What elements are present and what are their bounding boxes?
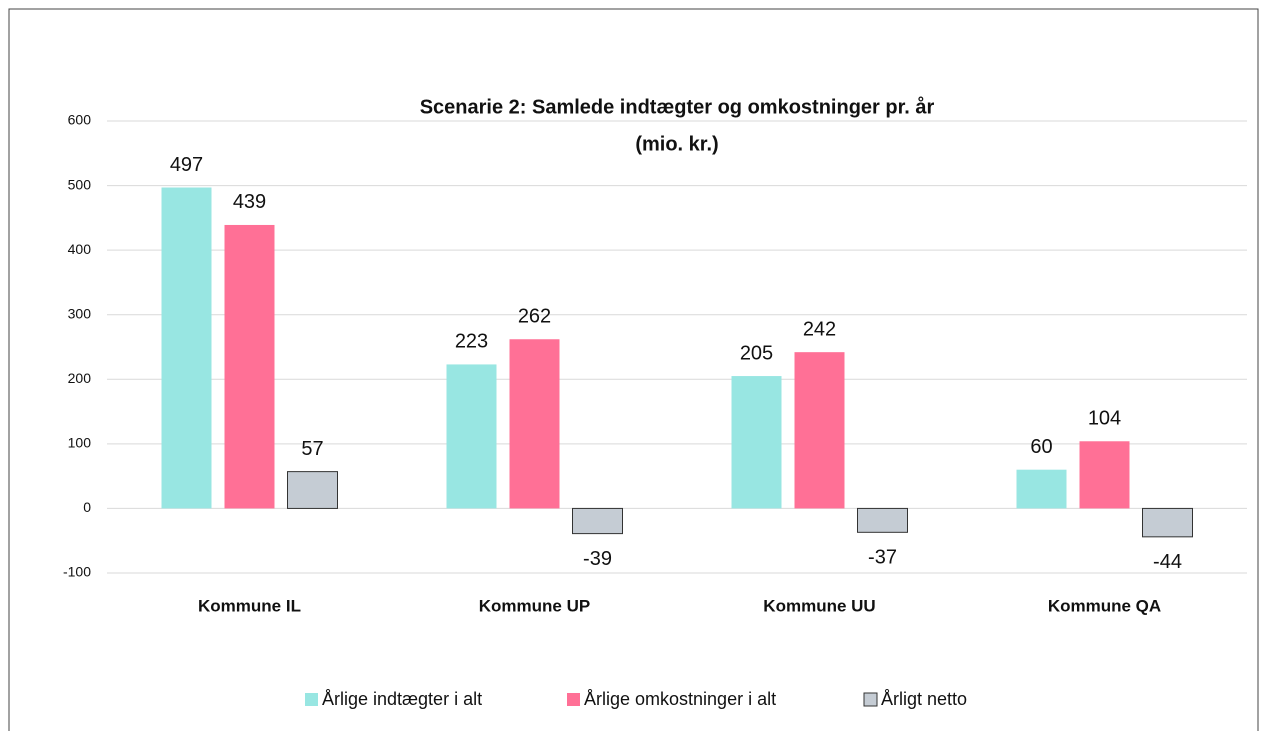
data-label: 262 bbox=[518, 306, 551, 328]
bar bbox=[1079, 441, 1130, 509]
y-tick-label: 300 bbox=[68, 305, 92, 321]
data-label: 439 bbox=[233, 191, 266, 213]
y-tick-label: 500 bbox=[68, 176, 92, 192]
bar bbox=[446, 364, 497, 509]
legend-label: Årligt netto bbox=[881, 689, 967, 709]
y-tick-label: 200 bbox=[68, 370, 92, 386]
y-tick-label: 100 bbox=[68, 435, 92, 451]
bar bbox=[857, 507, 908, 533]
bar bbox=[794, 352, 845, 509]
legend-swatch bbox=[863, 692, 878, 707]
y-tick-label: -100 bbox=[63, 564, 91, 580]
bar bbox=[287, 471, 338, 509]
x-tick-label: Kommune IL bbox=[198, 596, 301, 615]
data-label: 497 bbox=[170, 154, 203, 176]
y-tick-label: 400 bbox=[68, 241, 92, 257]
chart-title: Scenarie 2: Samlede indtægter og omkostn… bbox=[420, 95, 935, 118]
bar bbox=[1016, 469, 1067, 509]
chart-title: (mio. kr.) bbox=[635, 133, 718, 155]
data-label: -39 bbox=[583, 548, 612, 570]
bar bbox=[572, 507, 623, 535]
frame bbox=[8, 8, 1259, 731]
bar bbox=[1142, 507, 1193, 538]
data-label: 223 bbox=[455, 331, 488, 353]
x-tick-label: Kommune UU bbox=[763, 596, 875, 615]
data-label: 57 bbox=[301, 438, 323, 460]
data-label: 242 bbox=[803, 318, 836, 340]
data-label: -37 bbox=[868, 547, 897, 569]
legend-label: Årlige omkostninger i alt bbox=[584, 689, 776, 709]
x-tick-label: Kommune QA bbox=[1048, 596, 1161, 615]
bar bbox=[509, 339, 560, 509]
legend-label: Årlige indtægter i alt bbox=[322, 689, 482, 709]
bar bbox=[161, 187, 212, 509]
legend-swatch bbox=[567, 693, 580, 706]
x-tick-label: Kommune UP bbox=[479, 596, 590, 615]
bar bbox=[224, 224, 275, 509]
data-label: 205 bbox=[740, 342, 773, 364]
data-label: -44 bbox=[1153, 551, 1182, 573]
data-label: 104 bbox=[1088, 408, 1121, 430]
bar bbox=[731, 376, 782, 509]
data-label: 60 bbox=[1030, 436, 1052, 458]
y-tick-label: 600 bbox=[68, 112, 92, 128]
legend-swatch bbox=[305, 693, 318, 706]
y-tick-label: 0 bbox=[83, 499, 91, 515]
